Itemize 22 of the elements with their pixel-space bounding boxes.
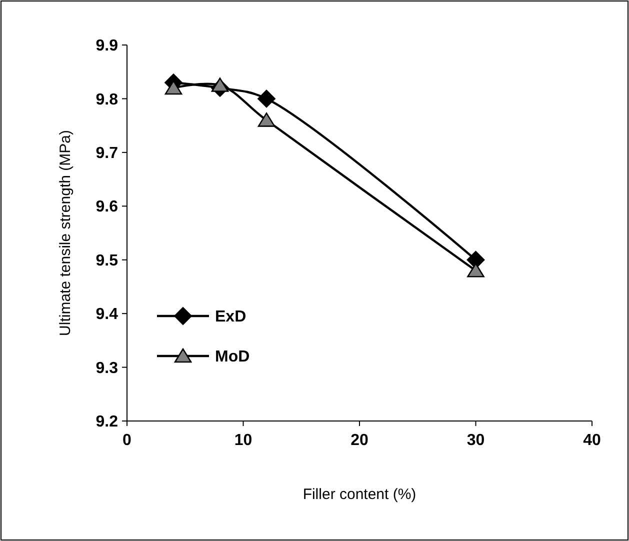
y-axis-title: Ultimate tensile strength (MPa) — [57, 130, 74, 336]
y-tick-label: 9.6 — [96, 198, 118, 216]
x-tick-label: 20 — [350, 432, 368, 449]
point — [466, 250, 485, 269]
x-tick-label: 30 — [466, 432, 485, 449]
x-tick-label: 10 — [234, 432, 252, 449]
point — [258, 112, 276, 127]
point — [211, 78, 229, 92]
y-tick-label: 9.9 — [96, 38, 118, 55]
legend-label: MoD — [215, 348, 250, 366]
legend-label: ExD — [215, 308, 246, 326]
y-tick-label: 9.3 — [96, 360, 118, 377]
y-tick-label: 9.2 — [96, 414, 118, 431]
y-tick-label: 9.7 — [96, 145, 118, 162]
y-tick-label: 9.5 — [96, 252, 118, 270]
y-tick-label: 9.4 — [96, 306, 118, 324]
x-tick-label: 40 — [583, 432, 601, 449]
x-tick-label: 0 — [122, 432, 132, 449]
point — [164, 80, 182, 95]
x-axis-title: Filler content (%) — [302, 486, 416, 503]
y-tick-label: 9.8 — [96, 91, 118, 108]
point — [258, 90, 276, 108]
